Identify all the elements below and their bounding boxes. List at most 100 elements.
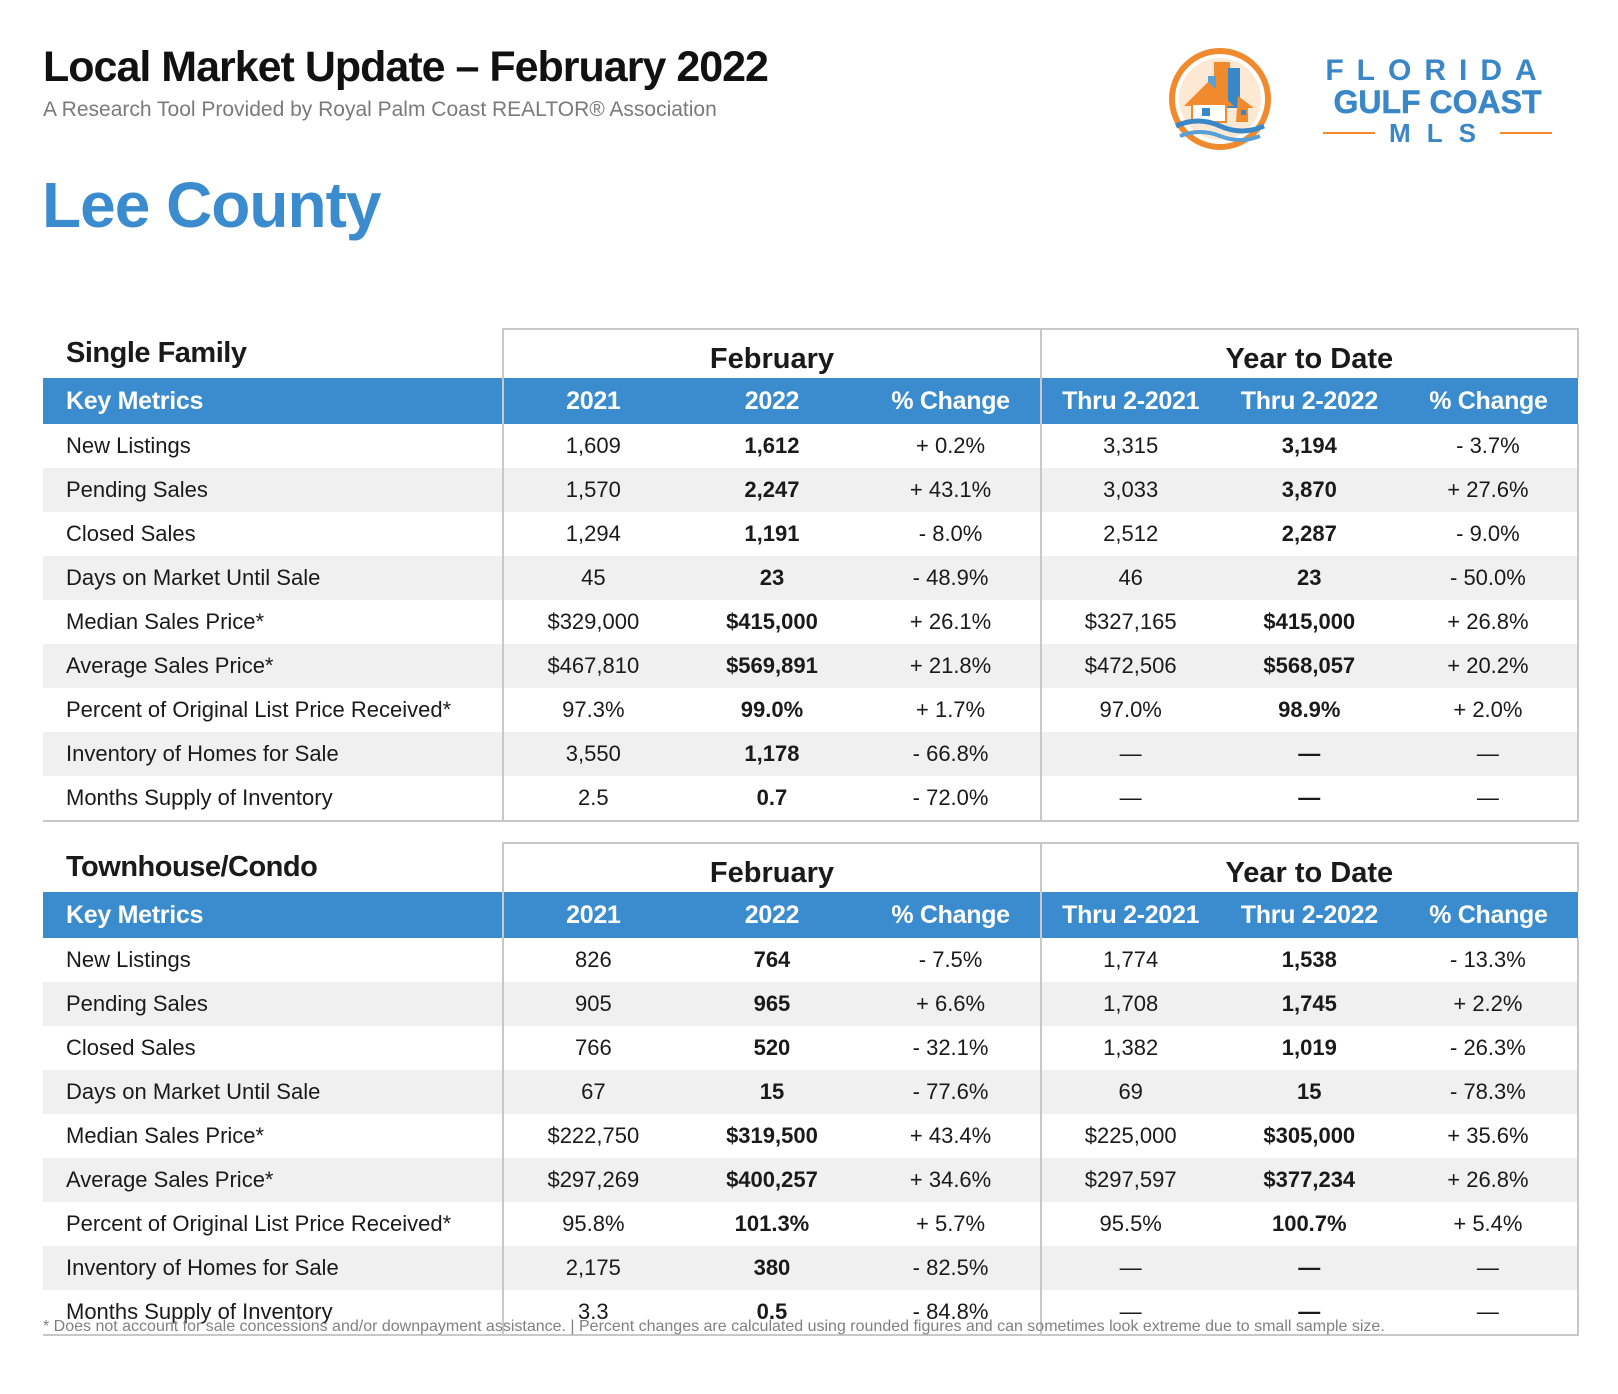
month-2022-value: 965: [682, 982, 862, 1026]
month-2022-value: $319,500: [682, 1114, 862, 1158]
month-2022-value: $400,257: [682, 1158, 862, 1202]
col-key-metrics: Key Metrics: [43, 378, 504, 424]
footnote: * Does not account for sale concessions …: [43, 1318, 1385, 1335]
table-row: Median Sales Price* $329,000 $415,000 + 26.…: [43, 600, 1580, 644]
section-title: Townhouse/Condo: [66, 851, 318, 883]
ytd-2022-value: $415,000: [1219, 600, 1399, 644]
ytd-2021-value: 1,382: [1039, 1026, 1220, 1070]
metric-label: New Listings: [43, 938, 504, 982]
month-2022-value: 2,247: [682, 468, 862, 512]
metric-label: New Listings: [43, 424, 504, 468]
metric-label: Days on Market Until Sale: [43, 556, 504, 600]
month-2022-value: $569,891: [682, 644, 862, 688]
metric-label: Closed Sales: [43, 512, 504, 556]
table-row: Median Sales Price* $222,750 $319,500 + 43.…: [43, 1114, 1580, 1158]
month-pct-change: + 0.2%: [861, 424, 1041, 468]
col-month-2021: 2021: [502, 378, 683, 424]
ytd-2022-value: $377,234: [1219, 1158, 1399, 1202]
table-row: Average Sales Price* $297,269 $400,257 + 34…: [43, 1158, 1580, 1202]
month-2021-value: 1,609: [502, 424, 683, 468]
month-2021-value: 826: [502, 938, 683, 982]
col-month-2022: 2022: [682, 378, 862, 424]
month-pct-change: - 82.5%: [861, 1246, 1041, 1290]
section-title: Single Family: [66, 337, 247, 369]
month-2021-value: 1,294: [502, 512, 683, 556]
ytd-pct-change: - 50.0%: [1398, 556, 1580, 600]
col-ytd-2021: Thru 2-2021: [1039, 378, 1220, 424]
ytd-2022-value: —: [1219, 776, 1399, 822]
ytd-2021-value: —: [1039, 732, 1220, 776]
month-2022-value: 764: [682, 938, 862, 982]
month-2021-value: $329,000: [502, 600, 683, 644]
month-pct-change: - 72.0%: [861, 776, 1041, 822]
ytd-pct-change: —: [1398, 1246, 1580, 1290]
ytd-2021-value: 95.5%: [1039, 1202, 1220, 1246]
month-2022-value: 101.3%: [682, 1202, 862, 1246]
ytd-pct-change: - 9.0%: [1398, 512, 1580, 556]
month-2021-value: $297,269: [502, 1158, 683, 1202]
logo-line-mls: MLS: [1389, 118, 1492, 148]
ytd-2022-value: $305,000: [1219, 1114, 1399, 1158]
col-ytd-2022: Thru 2-2022: [1219, 892, 1399, 938]
ytd-2021-value: 3,033: [1039, 468, 1220, 512]
column-header-row: Key Metrics 2021 2022 % Change Thru 2-20…: [43, 378, 1578, 424]
metric-label: Months Supply of Inventory: [43, 776, 504, 822]
month-2021-value: $467,810: [502, 644, 683, 688]
single-family-table: Single Family February Year to Date Key …: [43, 328, 1580, 822]
ytd-2022-value: 3,194: [1219, 424, 1399, 468]
ytd-pct-change: —: [1398, 1290, 1580, 1336]
month-2022-value: 15: [682, 1070, 862, 1114]
month-2022-value: 380: [682, 1246, 862, 1290]
ytd-2022-value: 1,538: [1219, 938, 1399, 982]
ytd-2022-value: 3,870: [1219, 468, 1399, 512]
ytd-2021-value: 46: [1039, 556, 1220, 600]
month-pct-change: + 26.1%: [861, 600, 1041, 644]
month-2021-value: 766: [502, 1026, 683, 1070]
col-ytd-pct-change: % Change: [1398, 892, 1578, 938]
ytd-2021-value: $297,597: [1039, 1158, 1220, 1202]
ytd-2021-value: 2,512: [1039, 512, 1220, 556]
col-month-pct-change: % Change: [861, 892, 1041, 938]
month-pct-change: + 21.8%: [861, 644, 1041, 688]
month-2022-value: 0.7: [682, 776, 862, 822]
ytd-2021-value: 69: [1039, 1070, 1220, 1114]
month-2022-value: 520: [682, 1026, 862, 1070]
month-2021-value: $222,750: [502, 1114, 683, 1158]
metric-label: Pending Sales: [43, 982, 504, 1026]
ytd-2022-value: 15: [1219, 1070, 1399, 1114]
month-2021-value: 2.5: [502, 776, 683, 822]
table-row: Months Supply of Inventory 2.5 0.7- 72.0% —…: [43, 776, 1580, 822]
logo-rule-right: [1499, 132, 1552, 134]
month-pct-change: + 5.7%: [861, 1202, 1041, 1246]
ytd-2021-value: $327,165: [1039, 600, 1220, 644]
table-row: Inventory of Homes for Sale 3,550 1,178- 6…: [43, 732, 1580, 776]
month-2021-value: 97.3%: [502, 688, 683, 732]
ytd-pct-change: - 78.3%: [1398, 1070, 1580, 1114]
ytd-pct-change: - 26.3%: [1398, 1026, 1580, 1070]
ytd-pct-change: + 26.8%: [1398, 1158, 1580, 1202]
month-pct-change: - 32.1%: [861, 1026, 1041, 1070]
logo-line-gulf-coast: GULF COAST: [1333, 84, 1542, 120]
month-pct-change: - 77.6%: [861, 1070, 1041, 1114]
ytd-pct-change: + 5.4%: [1398, 1202, 1580, 1246]
ytd-2022-value: 100.7%: [1219, 1202, 1399, 1246]
table-row: Percent of Original List Price Received*…: [43, 1202, 1580, 1246]
month-pct-change: - 84.8%: [861, 1290, 1041, 1336]
ytd-pct-change: - 3.7%: [1398, 424, 1580, 468]
month-pct-change: + 34.6%: [861, 1158, 1041, 1202]
group-header-month: February: [502, 328, 1041, 378]
month-2022-value: 99.0%: [682, 688, 862, 732]
month-2021-value: 67: [502, 1070, 683, 1114]
ytd-pct-change: —: [1398, 732, 1580, 776]
ytd-pct-change: - 13.3%: [1398, 938, 1580, 982]
page-title: Local Market Update – February 2022: [43, 43, 769, 91]
table-row: Closed Sales 766 520- 32.1% 1,382 1,019- 26.…: [43, 1026, 1580, 1070]
ytd-2021-value: —: [1039, 776, 1220, 822]
month-2021-value: 905: [502, 982, 683, 1026]
ytd-2021-value: 1,708: [1039, 982, 1220, 1026]
ytd-2022-value: 1,019: [1219, 1026, 1399, 1070]
month-2022-value: 0.5: [682, 1290, 862, 1336]
metric-label: Average Sales Price*: [43, 644, 504, 688]
ytd-pct-change: + 2.2%: [1398, 982, 1580, 1026]
month-2021-value: 3.3: [502, 1290, 683, 1336]
